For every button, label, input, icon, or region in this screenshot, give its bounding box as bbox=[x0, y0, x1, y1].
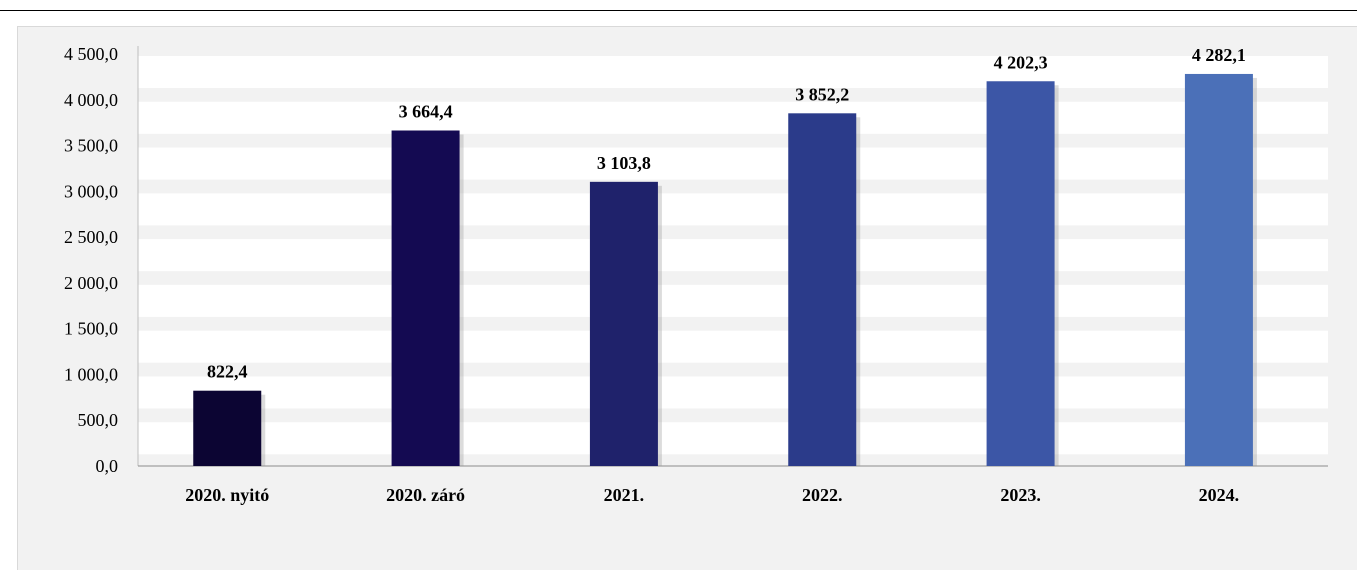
grid-band bbox=[138, 193, 1328, 226]
bar bbox=[589, 181, 658, 466]
bar bbox=[391, 130, 460, 466]
bar bbox=[193, 390, 262, 466]
x-tick-label: 2020. záró bbox=[386, 485, 465, 505]
x-tick-label: 2020. nyitó bbox=[185, 485, 269, 505]
grid-band bbox=[138, 422, 1328, 455]
grid-band bbox=[138, 284, 1328, 317]
bars bbox=[193, 73, 1257, 467]
data-label: 4 282,1 bbox=[1192, 45, 1246, 65]
grid-band bbox=[138, 330, 1328, 363]
grid-bands bbox=[138, 56, 1328, 455]
bar bbox=[1184, 73, 1253, 467]
data-label: 3 664,4 bbox=[399, 102, 453, 122]
y-tick-label: 2 500,0 bbox=[64, 227, 118, 247]
x-tick-label: 2022. bbox=[802, 485, 843, 505]
bar bbox=[788, 113, 857, 466]
x-tick-labels: 2020. nyitó 2020. záró 2021. 2022. 2023. 2024… bbox=[185, 485, 1239, 505]
bar bbox=[986, 81, 1055, 466]
y-tick-label: 1 500,0 bbox=[64, 319, 118, 339]
grid-band bbox=[138, 56, 1328, 89]
axes bbox=[137, 46, 1328, 467]
y-tick-label: 3 500,0 bbox=[64, 136, 118, 156]
x-tick-label: 2024. bbox=[1199, 485, 1240, 505]
y-tick-label: 500,0 bbox=[78, 410, 119, 430]
x-tick-label: 2021. bbox=[604, 485, 645, 505]
grid-band bbox=[138, 147, 1328, 180]
y-tick-label: 0,0 bbox=[96, 456, 119, 476]
data-labels: 822,4 3 664,4 3 103,8 3 852,2 4 202,3 4 282,1 bbox=[207, 45, 1246, 382]
data-label: 822,4 bbox=[207, 362, 248, 382]
y-tick-label: 1 000,0 bbox=[64, 364, 118, 384]
y-tick-label: 2 000,0 bbox=[64, 273, 118, 293]
data-label: 3 852,2 bbox=[795, 84, 849, 104]
x-tick-label: 2023. bbox=[1000, 485, 1041, 505]
grid-band bbox=[138, 376, 1328, 409]
data-label: 4 202,3 bbox=[994, 52, 1048, 72]
y-tick-label: 4 000,0 bbox=[64, 90, 118, 110]
y-tick-labels: 0,0 500,0 1 000,0 1 500,0 2 000,0 2 500,0 3 00… bbox=[64, 44, 118, 476]
y-tick-label: 3 000,0 bbox=[64, 181, 118, 201]
y-tick-label: 4 500,0 bbox=[64, 44, 118, 64]
top-rule bbox=[0, 10, 1357, 11]
grid-band bbox=[138, 239, 1328, 272]
data-label: 3 103,8 bbox=[597, 153, 651, 173]
grid-band bbox=[138, 101, 1328, 134]
